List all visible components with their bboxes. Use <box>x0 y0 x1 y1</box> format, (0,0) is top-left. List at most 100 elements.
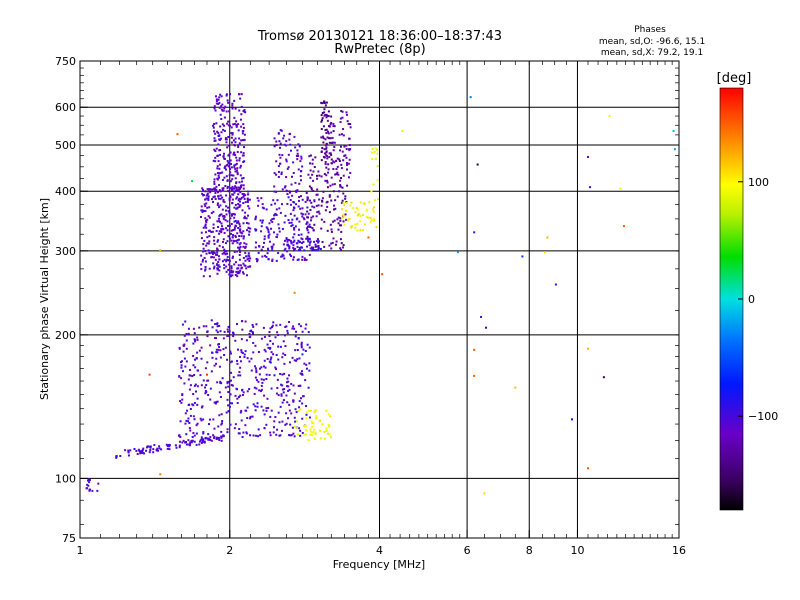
data-point <box>193 401 196 404</box>
data-point <box>228 197 231 200</box>
data-point <box>233 240 236 243</box>
data-point <box>200 231 203 234</box>
data-point <box>231 274 234 277</box>
data-point <box>226 255 229 258</box>
data-point <box>214 150 217 153</box>
data-point <box>301 215 304 218</box>
data-point <box>213 435 216 438</box>
data-point <box>87 478 90 481</box>
data-point <box>290 175 293 178</box>
data-point <box>285 325 288 328</box>
data-point <box>216 251 219 254</box>
data-point <box>281 255 284 258</box>
data-point <box>327 413 330 416</box>
data-point <box>323 220 326 223</box>
data-point <box>234 225 237 228</box>
data-point <box>239 355 242 358</box>
data-point <box>233 226 236 229</box>
data-point <box>213 251 216 254</box>
data-point <box>293 425 296 428</box>
data-point <box>341 116 344 119</box>
data-point <box>281 420 284 423</box>
data-point <box>224 346 227 349</box>
data-point <box>249 257 252 260</box>
data-point <box>216 351 219 354</box>
data-point <box>284 344 287 347</box>
data-point <box>303 433 306 436</box>
data-point <box>255 369 258 372</box>
data-point <box>232 335 235 338</box>
data-point <box>233 216 236 219</box>
data-point <box>253 365 256 368</box>
data-point <box>300 233 303 236</box>
data-point <box>247 252 250 255</box>
data-point <box>178 440 181 443</box>
data-point <box>291 327 294 330</box>
data-point <box>228 263 231 266</box>
data-point <box>287 238 290 241</box>
data-point <box>207 393 210 396</box>
data-point <box>189 407 192 410</box>
data-point <box>223 231 226 234</box>
data-point <box>235 120 238 123</box>
data-point <box>176 133 179 136</box>
data-point <box>248 198 251 201</box>
data-point <box>301 165 304 168</box>
data-point <box>238 248 241 251</box>
data-point <box>315 193 318 196</box>
data-point <box>196 369 199 372</box>
data-point <box>219 153 222 156</box>
data-point <box>354 226 357 229</box>
data-point <box>326 186 329 189</box>
data-point <box>293 228 296 231</box>
chart-title: Tromsø 20130121 18:36:00–18:37:43 <box>257 29 502 44</box>
data-point <box>328 211 331 214</box>
data-point <box>216 267 219 270</box>
data-point <box>213 137 216 140</box>
data-point <box>342 213 345 216</box>
data-point <box>220 231 223 234</box>
data-point <box>221 109 224 112</box>
data-point <box>239 225 242 228</box>
data-point <box>268 373 271 376</box>
data-point <box>285 144 288 147</box>
data-point <box>240 389 243 392</box>
data-point <box>307 331 310 334</box>
data-point <box>299 434 302 437</box>
data-point <box>241 351 244 354</box>
data-point <box>280 171 283 174</box>
data-point <box>221 435 224 438</box>
data-point <box>283 249 286 252</box>
data-point <box>344 213 347 216</box>
data-point <box>214 323 217 326</box>
data-point <box>297 337 300 340</box>
data-point <box>248 360 251 363</box>
data-point <box>276 386 279 389</box>
data-point <box>237 267 240 270</box>
data-point <box>269 358 272 361</box>
data-point <box>263 254 266 257</box>
data-point <box>208 229 211 232</box>
data-point <box>200 237 203 240</box>
data-point <box>325 174 328 177</box>
data-point <box>236 402 239 405</box>
data-point <box>278 227 281 230</box>
data-point <box>326 157 329 160</box>
data-point <box>218 414 221 417</box>
data-point <box>206 192 209 195</box>
data-point <box>290 434 293 437</box>
data-point <box>210 231 213 234</box>
data-point <box>214 132 217 135</box>
data-point <box>146 445 149 448</box>
data-point <box>293 239 296 242</box>
data-point <box>238 254 241 257</box>
data-point <box>223 124 226 127</box>
data-point <box>253 386 256 389</box>
data-point <box>233 164 236 167</box>
data-point <box>214 189 217 192</box>
data-point <box>238 271 241 274</box>
data-point <box>213 242 216 245</box>
data-point <box>293 135 296 138</box>
data-point <box>212 434 215 437</box>
data-point <box>299 207 302 210</box>
